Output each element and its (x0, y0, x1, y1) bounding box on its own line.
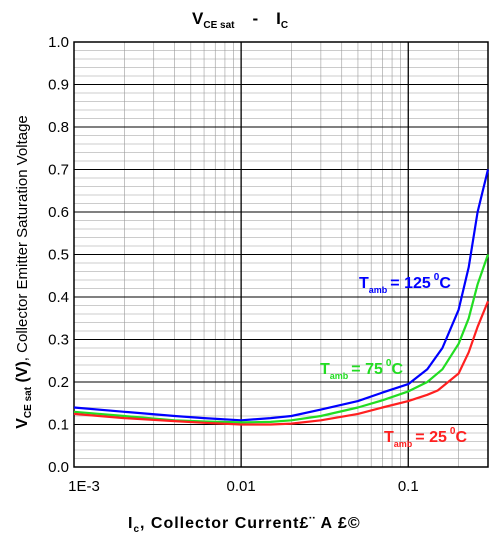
chart-title: VCE sat - IC (192, 9, 288, 31)
x-tick-labels: 1E-3 0.01 0.1 (68, 478, 419, 495)
series-label-25c: Tamb = 25 0C (384, 426, 467, 449)
x-axis-label: Ic, Collector Current£¨ A £© (128, 515, 361, 535)
y-tick-label: 0.6 (48, 204, 69, 221)
series-line-0 (73, 169, 489, 422)
y-axis-label: VCE sat (V), Collector Emitter Saturatio… (14, 115, 34, 429)
y-tick-labels: 0.0 0.1 0.2 0.3 0.4 0.5 0.6 0.7 0.8 0.9 1.0 (48, 34, 69, 476)
y-tick-label: 1.0 (48, 34, 69, 51)
y-tick-label: 0.2 (48, 374, 69, 391)
y-tick-label: 0.5 (48, 247, 69, 264)
y-tick-label: 0.9 (48, 77, 69, 94)
series-line-2 (73, 300, 489, 426)
x-tick-label: 1E-3 (68, 478, 100, 495)
series-lines (73, 169, 489, 426)
series-label-75c: Tamb = 75 0C (320, 358, 403, 381)
series-label-125c: Tamb = 125 0C (359, 272, 451, 295)
y-tick-label: 0.8 (48, 119, 69, 136)
y-tick-label: 0.3 (48, 332, 69, 349)
x-tick-label: 0.1 (398, 478, 419, 495)
y-tick-label: 0.4 (48, 289, 69, 306)
major-grid (74, 42, 488, 467)
y-tick-label: 0.0 (48, 459, 69, 476)
minor-grid (74, 42, 488, 467)
x-tick-label: 0.01 (227, 478, 256, 495)
y-tick-label: 0.7 (48, 162, 69, 179)
series-line-1 (73, 254, 489, 424)
y-tick-label: 0.1 (48, 417, 69, 434)
